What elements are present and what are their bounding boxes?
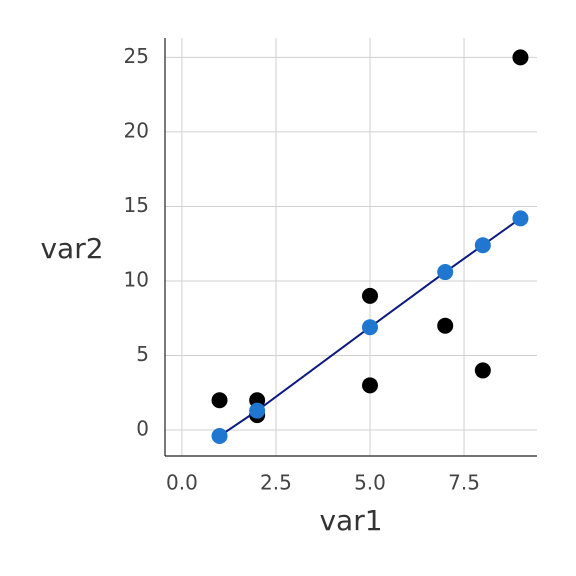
x-axis-title: var1	[319, 504, 382, 537]
point	[437, 317, 454, 334]
point	[512, 49, 529, 66]
y-axis-title: var2	[40, 232, 103, 265]
point	[249, 402, 266, 419]
point	[437, 264, 454, 281]
x-tick-label: 2.5	[260, 471, 292, 495]
y-tick-label: 10	[124, 267, 149, 291]
point	[211, 428, 228, 445]
point	[474, 362, 491, 379]
y-tick-label: 5	[136, 342, 149, 366]
point	[512, 210, 529, 227]
y-tick-label: 15	[124, 193, 149, 217]
x-tick-label: 0.0	[166, 471, 198, 495]
point	[361, 377, 378, 394]
x-tick-label: 5.0	[354, 471, 386, 495]
x-tick-label: 7.5	[448, 471, 480, 495]
point	[361, 319, 378, 336]
point	[361, 287, 378, 304]
y-tick-label: 25	[124, 44, 149, 68]
point	[211, 392, 228, 409]
point	[474, 237, 491, 254]
y-tick-label: 0	[136, 417, 149, 441]
y-tick-label: 20	[124, 118, 149, 142]
